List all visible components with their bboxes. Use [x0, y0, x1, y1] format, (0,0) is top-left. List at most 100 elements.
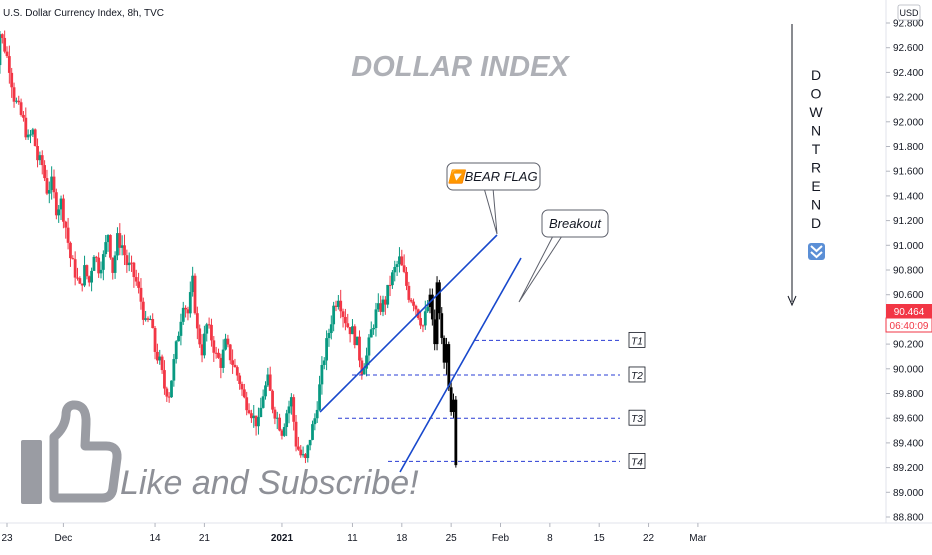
x-tick-label: 11 — [347, 533, 358, 544]
candle-body — [285, 413, 289, 428]
candle-body — [257, 417, 260, 427]
x-tick-label: 8 — [547, 533, 553, 544]
candle-body — [344, 316, 347, 324]
x-tick-label: 2021 — [271, 533, 294, 544]
candle-body — [247, 410, 251, 414]
currency-label: USD — [899, 8, 919, 18]
y-tick-label: 89.000 — [893, 488, 924, 499]
candle-body — [40, 155, 44, 166]
breakout-pointer — [518, 235, 563, 303]
candle-body — [254, 415, 258, 427]
candle-body — [97, 257, 101, 274]
candle-body — [409, 299, 413, 302]
y-tick-label: 92.200 — [893, 93, 924, 104]
candle-body — [348, 327, 352, 335]
candle-body — [287, 406, 291, 414]
target-label-t1: T1 — [631, 336, 643, 347]
bear-flag-callout[interactable]: 🔽BEAR FLAG — [446, 162, 541, 235]
candle-body — [374, 309, 378, 328]
price-axis-ticks: 92.800 92.600 92.400 92.200 92.000 91.800 91.6… — [886, 19, 924, 524]
candle-body — [92, 256, 96, 271]
countdown-badge: 06:40:09 — [885, 317, 932, 333]
candle-body — [170, 380, 173, 398]
candle-body — [395, 264, 399, 267]
candle-body — [259, 407, 263, 418]
candle-body — [228, 344, 232, 361]
dollar-index-title: DOLLAR INDEX — [351, 51, 570, 83]
candle-body — [139, 287, 143, 302]
candle-body — [160, 356, 164, 371]
candle-body — [15, 100, 18, 102]
candle-body — [19, 102, 23, 115]
target-box-t4 — [628, 453, 646, 469]
candle-body — [172, 359, 176, 381]
downtrend-letter: N — [811, 123, 821, 139]
candle-body — [412, 301, 415, 306]
candle-body — [367, 337, 371, 356]
candle-body — [275, 417, 279, 419]
candle-body — [17, 100, 21, 103]
candle-body — [54, 192, 58, 216]
breakout-callout[interactable]: Breakout — [518, 209, 609, 303]
candle-body — [407, 285, 411, 300]
projection-body — [452, 399, 455, 413]
candle-body — [322, 360, 326, 365]
candle-body — [231, 360, 234, 365]
x-tick-label: 18 — [396, 533, 408, 544]
candle-body — [69, 242, 72, 259]
candle-body — [421, 325, 425, 327]
candle-body — [393, 266, 397, 273]
candle-body — [381, 299, 385, 312]
candle-body — [369, 329, 373, 338]
target-label-t4: T4 — [631, 457, 643, 468]
candle-body — [94, 256, 98, 258]
candle-body — [221, 349, 225, 368]
candle-body — [207, 324, 211, 326]
historical-candles — [0, 30, 430, 464]
last-price-badge: 90.464 — [886, 304, 932, 318]
candle-body — [101, 254, 105, 270]
like-subscribe-text: Like and Subscribe! — [120, 464, 419, 502]
candle-body — [289, 397, 293, 407]
downtrend-arrow-head — [787, 295, 797, 307]
channel-upper-line — [319, 234, 498, 413]
candle-body — [116, 233, 119, 256]
candle-body — [405, 271, 408, 286]
candle-body — [233, 364, 237, 368]
y-tick-label: 92.000 — [893, 117, 924, 128]
candle-body — [137, 281, 140, 288]
candle-body — [315, 409, 319, 419]
candle-body — [280, 430, 284, 436]
y-tick-label: 89.200 — [893, 463, 924, 474]
candle-body — [144, 318, 148, 320]
candle-body — [62, 198, 65, 222]
candle-body — [127, 262, 131, 266]
candle-body — [76, 277, 79, 279]
candle-body — [43, 165, 46, 179]
target-box-t2 — [628, 366, 646, 383]
candle-body — [26, 134, 30, 138]
candle-body — [304, 454, 307, 459]
candle-body — [332, 305, 336, 325]
currency-box[interactable] — [897, 4, 921, 21]
target-box-t3 — [628, 409, 646, 426]
y-tick-label: 91.400 — [893, 191, 924, 202]
candle-body — [245, 397, 249, 411]
downtrend-letter: E — [811, 178, 820, 194]
x-tick-label: 14 — [149, 533, 161, 544]
projection-body — [433, 319, 437, 345]
candle-body — [50, 176, 54, 191]
candle-body — [106, 235, 110, 243]
target-label-t3: T3 — [631, 414, 643, 425]
last-price-value: 90.464 — [894, 307, 925, 318]
candle-body — [297, 446, 300, 450]
candle-body — [33, 129, 37, 147]
y-tick-label: 89.400 — [893, 438, 924, 449]
candle-body — [85, 265, 89, 277]
candle-body — [360, 360, 364, 375]
candle-body — [308, 439, 312, 446]
target-levels: T1 T2 T3 T4 — [338, 331, 646, 469]
candle-body — [87, 276, 91, 283]
